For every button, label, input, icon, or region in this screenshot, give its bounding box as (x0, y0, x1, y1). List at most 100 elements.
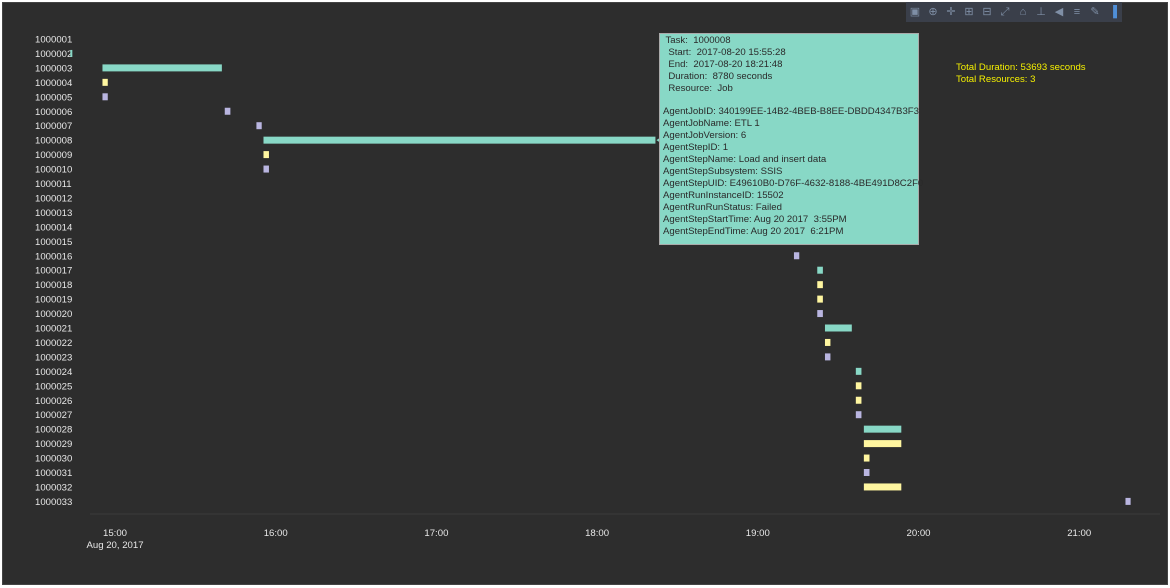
tooltip-line: End: 2017-08-20 18:21:48 (663, 58, 783, 70)
gantt-bar[interactable] (263, 136, 656, 144)
gantt-bar[interactable] (855, 367, 862, 375)
tooltip-line: AgentStepUID: E49610B0-D76F-4632-8188-4B… (663, 177, 924, 189)
y-tick-label: 1000005 (35, 92, 72, 103)
y-tick-label: 1000021 (35, 324, 72, 335)
gantt-bar[interactable] (1125, 497, 1131, 505)
y-tick-label: 1000030 (35, 454, 72, 465)
hover-tooltip: Task: 1000008 Start: 2017-08-20 15:55:28… (659, 33, 924, 245)
hover-compare-icon[interactable]: ≡ (1073, 6, 1081, 18)
tooltip-line: AgentStepStartTime: Aug 20 2017 3:55PM (663, 213, 847, 225)
gantt-bar[interactable] (863, 425, 902, 433)
zoom-in-icon[interactable]: ⊞ (964, 6, 974, 18)
tooltip-line (663, 95, 915, 107)
gantt-bar[interactable] (102, 93, 108, 101)
x-tick-label: 15:00 (103, 528, 127, 539)
y-tick-label: 1000015 (35, 237, 72, 248)
spike-lines-icon[interactable]: ⊥ (1036, 6, 1046, 18)
gantt-bar[interactable] (102, 78, 108, 86)
y-tick-label: 1000024 (35, 367, 73, 378)
tooltip-line: AgentStepSubsystem: SSIS (663, 165, 783, 177)
x-tick-label: 19:00 (746, 528, 770, 539)
tooltip-line: AgentStepEndTime: Aug 20 2017 6:21PM (663, 225, 844, 237)
y-tick-label: 1000029 (35, 439, 72, 450)
gantt-bar[interactable] (817, 281, 823, 289)
y-tick-label: 1000016 (35, 251, 72, 262)
pan-icon[interactable]: ✛ (946, 6, 956, 18)
tooltip-line: AgentStepID: 1 (663, 142, 729, 154)
y-tick-label: 1000002 (35, 49, 72, 60)
y-tick-label: 1000003 (35, 63, 72, 74)
plotly-logo-icon[interactable]: ▐ (1109, 6, 1117, 18)
zoom-icon[interactable]: ⊕ (928, 6, 938, 18)
y-tick-label: 1000033 (35, 497, 72, 508)
x-axis-date-label: Aug 20, 2017 (86, 540, 143, 551)
y-tick-label: 1000018 (35, 280, 72, 291)
total-resources-label: Total Resources: 3 (956, 74, 1036, 85)
tooltip-line: AgentRunRunStatus: Failed (663, 201, 782, 213)
gantt-bar[interactable] (817, 266, 823, 274)
tooltip-line: AgentRunInstanceID: 15502 (663, 189, 784, 201)
gantt-bar[interactable] (863, 440, 902, 448)
total-duration-label: Total Duration: 53693 seconds (956, 62, 1086, 73)
y-tick-label: 1000025 (35, 381, 72, 392)
x-tick-label: 18:00 (585, 528, 609, 539)
gantt-bar[interactable] (824, 353, 831, 361)
tooltip-line: Start: 2017-08-20 15:55:28 (663, 46, 786, 58)
tooltip-line: AgentStepName: Load and insert data (663, 154, 827, 166)
hover-closest-icon[interactable]: ◀ (1054, 6, 1064, 18)
tooltip-line: AgentJobName: ETL 1 (663, 118, 760, 130)
gantt-bar[interactable] (855, 396, 862, 404)
gantt-bar[interactable] (863, 483, 902, 491)
tooltip-line: Resource: Job (663, 82, 733, 94)
y-tick-label: 1000012 (35, 193, 72, 204)
modebar: ▣ ⊕ ✛ ⊞ ⊟ ⤢ ⌂ ⊥ ◀ ≡ ✎ ▐ (906, 2, 1122, 22)
tooltip-line: AgentJobVersion: 6 (663, 130, 747, 142)
gantt-bar[interactable] (863, 454, 870, 462)
gantt-bar[interactable] (102, 64, 222, 72)
y-tick-label: 1000007 (35, 121, 72, 132)
autoscale-icon[interactable]: ⤢ (1000, 6, 1010, 18)
y-tick-label: 1000014 (35, 222, 73, 233)
tooltip-line: Duration: 8780 seconds (663, 70, 773, 82)
reset-axes-icon[interactable]: ⌂ (1019, 6, 1027, 18)
y-tick-label: 1000031 (35, 468, 72, 479)
y-tick-label: 1000004 (35, 78, 73, 89)
y-tick-label: 1000020 (35, 309, 72, 320)
gantt-bar[interactable] (263, 165, 269, 173)
y-tick-label: 1000026 (35, 396, 72, 407)
gantt-bar[interactable] (793, 252, 800, 260)
y-tick-label: 1000008 (35, 136, 72, 147)
gantt-bar[interactable] (824, 324, 852, 332)
y-tick-label: 1000027 (35, 410, 72, 421)
gantt-bar[interactable] (817, 310, 823, 318)
gantt-bar[interactable] (817, 295, 823, 303)
x-tick-label: 16:00 (264, 528, 288, 539)
gantt-bar[interactable] (70, 49, 73, 57)
gantt-bar[interactable] (824, 338, 831, 346)
y-tick-label: 1000028 (35, 425, 72, 436)
gantt-bar[interactable] (855, 411, 862, 419)
x-tick-label: 20:00 (906, 528, 930, 539)
gantt-bar[interactable] (855, 382, 862, 390)
y-tick-label: 1000019 (35, 295, 72, 306)
gantt-bar[interactable] (224, 107, 231, 115)
x-tick-label: 17:00 (424, 528, 448, 539)
y-tick-label: 1000001 (35, 35, 72, 46)
gantt-bar[interactable] (863, 469, 870, 476)
y-tick-label: 1000013 (35, 208, 72, 219)
y-tick-label: 1000023 (35, 352, 72, 363)
tooltip-line: AgentJobID: 340199EE-14B2-4BEB-B8EE-DBDD… (663, 106, 919, 118)
gantt-bar[interactable] (263, 151, 269, 159)
y-tick-label: 1000009 (35, 150, 72, 161)
y-tick-label: 1000011 (35, 179, 72, 190)
gantt-bar[interactable] (256, 122, 262, 130)
camera-icon[interactable]: ▣ (909, 6, 921, 18)
tooltip-line: Task: 1000008 (663, 35, 731, 46)
y-tick-label: 1000006 (35, 107, 72, 118)
zoom-out-icon[interactable]: ⊟ (982, 6, 992, 18)
x-tick-label: 21:00 (1067, 528, 1091, 539)
y-tick-label: 1000017 (35, 266, 72, 277)
edit-icon[interactable]: ✎ (1090, 6, 1100, 18)
